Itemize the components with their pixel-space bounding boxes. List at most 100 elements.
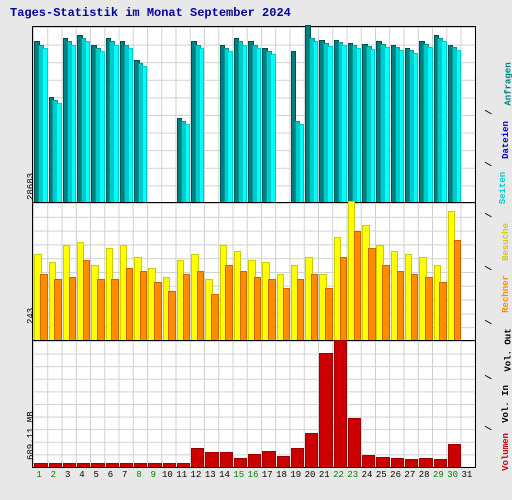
legend-sep: / <box>485 374 495 379</box>
bar-volumen <box>376 457 389 467</box>
bar-volumen <box>277 456 290 467</box>
legend-item: Seiten <box>498 172 508 204</box>
bar-volumen <box>419 458 432 467</box>
x-tick: 30 <box>447 470 458 480</box>
plot-area: Anfragen/Dateien/Seiten/Besuche/Rechner/… <box>32 26 476 468</box>
bar-volumen <box>91 463 104 467</box>
x-tick: 23 <box>347 470 358 480</box>
bar-seiten <box>413 53 418 202</box>
x-tick: 22 <box>333 470 344 480</box>
legend-sep: / <box>485 265 495 270</box>
bar-rechner <box>154 282 161 340</box>
bar-rechner <box>454 240 461 340</box>
bar-volumen <box>234 458 247 467</box>
bar-volumen <box>262 451 275 467</box>
legend-item: Besuche <box>501 223 511 261</box>
bar-rechner <box>411 274 418 340</box>
x-axis: 1234567891011121314151617181920212223242… <box>32 468 474 488</box>
bar-seiten <box>113 45 118 202</box>
bar-seiten <box>85 41 90 202</box>
legend-item: Dateien <box>501 121 511 159</box>
x-tick: 24 <box>362 470 373 480</box>
bar-volumen <box>134 463 147 467</box>
bar-volumen <box>163 463 176 467</box>
bar-rechner <box>254 277 261 340</box>
bar-rechner <box>297 279 304 340</box>
bar-volumen <box>405 459 418 467</box>
chart-frame: Tages-Statistik im Monat September 2024 … <box>0 0 512 500</box>
bar-volumen <box>348 418 361 467</box>
x-tick: 10 <box>162 470 173 480</box>
bar-seiten <box>199 48 204 202</box>
x-tick: 28 <box>419 470 430 480</box>
x-tick: 13 <box>205 470 216 480</box>
bar-seiten <box>270 54 275 202</box>
x-tick: 12 <box>191 470 202 480</box>
bar-volumen <box>334 340 347 467</box>
bar-rechner <box>40 274 47 340</box>
panel-bot <box>33 341 475 467</box>
bar-volumen <box>362 455 375 467</box>
bar-volumen <box>148 463 161 467</box>
bar-rechner <box>111 279 118 340</box>
bar-seiten <box>399 50 404 202</box>
x-tick: 14 <box>219 470 230 480</box>
bar-volumen <box>177 463 190 467</box>
x-tick: 25 <box>376 470 387 480</box>
bar-rechner <box>168 291 175 340</box>
bar-volumen <box>319 353 332 467</box>
bar-seiten <box>42 48 47 202</box>
x-tick: 8 <box>136 470 141 480</box>
bar-rechner <box>268 279 275 340</box>
bar-rechner <box>382 265 389 340</box>
x-tick: 15 <box>233 470 244 480</box>
bar-rechner <box>83 260 90 341</box>
bar-volumen <box>77 463 90 467</box>
bar-volumen <box>291 448 304 467</box>
bar-rechner <box>126 268 133 340</box>
x-tick: 2 <box>51 470 56 480</box>
legend-item: Vol. Out <box>504 328 512 371</box>
panel-mid <box>33 203 475 341</box>
bar-rechner <box>425 277 432 340</box>
bar-rechner <box>225 265 232 340</box>
bar-rechner <box>325 288 332 340</box>
bar-rechner <box>69 277 76 340</box>
bar-seiten <box>299 124 304 202</box>
bar-rechner <box>283 288 290 340</box>
x-tick: 29 <box>433 470 444 480</box>
bar-rechner <box>97 279 104 340</box>
bar-volumen <box>120 463 133 467</box>
chart-title: Tages-Statistik im Monat September 2024 <box>4 4 508 26</box>
bar-rechner <box>354 231 361 340</box>
x-tick: 5 <box>93 470 98 480</box>
bar-volumen <box>305 433 318 467</box>
ylabel-panel1: 28683 <box>26 173 36 200</box>
bar-rechner <box>183 274 190 340</box>
bar-seiten <box>384 47 389 202</box>
bar-seiten <box>227 51 232 202</box>
bar-seiten <box>427 47 432 202</box>
bar-seiten <box>370 49 375 202</box>
bar-seiten <box>185 124 190 202</box>
bar-volumen <box>220 452 233 467</box>
bar-rechner <box>211 294 218 340</box>
bar-seiten <box>456 50 461 202</box>
bar-seiten <box>356 48 361 202</box>
x-tick: 26 <box>390 470 401 480</box>
x-tick: 6 <box>108 470 113 480</box>
legend-item: Vol. In <box>501 385 511 423</box>
legend-sep: / <box>485 425 495 430</box>
legend-sep: / <box>485 109 495 114</box>
x-tick: 17 <box>262 470 273 480</box>
x-tick: 21 <box>319 470 330 480</box>
bar-seiten <box>142 66 147 202</box>
x-tick: 4 <box>79 470 84 480</box>
bar-seiten <box>256 48 261 202</box>
x-tick: 27 <box>404 470 415 480</box>
bar-rechner <box>439 282 446 340</box>
bar-volumen <box>63 463 76 467</box>
x-tick: 18 <box>276 470 287 480</box>
bar-seiten <box>441 41 446 202</box>
bar-rechner <box>240 271 247 340</box>
